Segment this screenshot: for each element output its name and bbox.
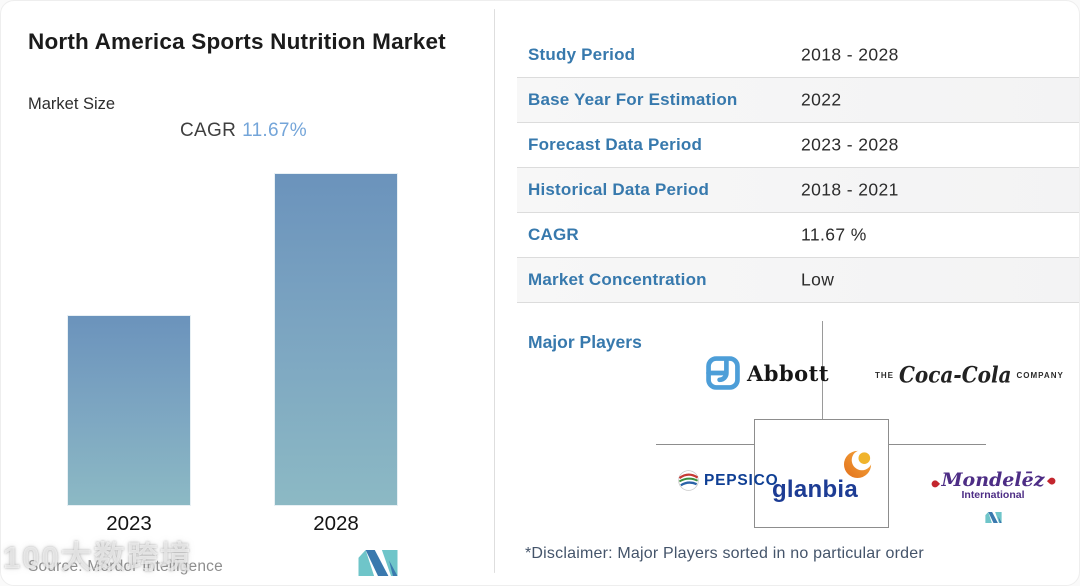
- pepsico-wordmark: PEPSICO: [704, 471, 779, 489]
- table-row: Historical Data Period 2018 - 2021: [517, 168, 1079, 213]
- table-row: Base Year For Estimation 2022: [517, 78, 1079, 123]
- x-tick-2023: 2023: [106, 512, 152, 535]
- mordor-intelligence-logo-icon: [985, 512, 1002, 523]
- pepsico-logo: PEPSICO: [677, 469, 779, 492]
- players-divider-vertical: [822, 321, 823, 419]
- cagr-label: CAGR: [180, 120, 237, 141]
- abbott-wordmark: Abbott: [747, 360, 830, 386]
- disclaimer-text: *Disclaimer: Major Players sorted in no …: [525, 545, 924, 562]
- glanbia-logo: glanbia: [754, 419, 889, 528]
- report-scope-table: Study Period 2018 - 2028 Base Year For E…: [517, 33, 1079, 303]
- row-label: Study Period: [528, 45, 636, 64]
- abbott-a-icon: [706, 356, 740, 390]
- cagr-annotation: CAGR 11.67%: [180, 120, 307, 142]
- mondelez-swirl-icon: [929, 478, 940, 489]
- cagr-value: 11.67%: [242, 120, 307, 141]
- row-label: Base Year For Estimation: [528, 90, 738, 109]
- bar-2028: [274, 173, 398, 506]
- row-label: Historical Data Period: [528, 180, 710, 199]
- chart-subtitle: Market Size: [28, 95, 116, 113]
- row-label: CAGR: [528, 225, 579, 244]
- table-row: Market Concentration Low: [517, 258, 1079, 303]
- mondelez-swirl-icon: [1046, 476, 1057, 487]
- mondelez-wordmark: Mondelēz: [929, 469, 1057, 491]
- pepsico-globe-icon: [678, 470, 699, 491]
- row-value: 2018 - 2028: [801, 44, 899, 65]
- table-row: Forecast Data Period 2023 - 2028: [517, 123, 1079, 168]
- page-title: North America Sports Nutrition Market: [28, 29, 446, 54]
- center-player-box: [754, 419, 889, 528]
- row-label: Market Concentration: [528, 270, 707, 289]
- bar-2023: [67, 315, 191, 506]
- coke-the-label: THE: [875, 370, 894, 380]
- major-players-label: Major Players: [528, 332, 642, 352]
- table-row: Study Period 2018 - 2028: [517, 33, 1079, 78]
- glanbia-wordmark: glanbia: [771, 476, 859, 503]
- bar-chart: 2023 2028: [1, 1, 494, 585]
- coke-script-wordmark: Coca-Cola: [899, 361, 1012, 389]
- x-tick-2028: 2028: [313, 512, 359, 535]
- row-value: 2022: [801, 89, 842, 110]
- row-label: Forecast Data Period: [528, 135, 703, 154]
- row-value: Low: [801, 269, 835, 290]
- table-row: CAGR 11.67 %: [517, 213, 1079, 258]
- row-value: 2018 - 2021: [801, 179, 899, 200]
- coke-company-label: COMPANY: [1016, 370, 1064, 380]
- abbott-logo: Abbott: [706, 356, 829, 390]
- panel-divider: [494, 9, 495, 573]
- coca-cola-logo: THE Coca-Cola COMPANY: [875, 361, 1063, 389]
- glanbia-crescent-icon: [843, 449, 873, 479]
- mondelez-logo: Mondelēz International: [929, 469, 1057, 501]
- row-value: 2023 - 2028: [801, 134, 899, 155]
- row-value: 11.67 %: [801, 224, 867, 245]
- mondelez-international-label: International: [961, 489, 1025, 501]
- mordor-intelligence-logo-icon: [358, 550, 398, 576]
- source-credit: Source: Mordor Intelligence: [28, 558, 223, 575]
